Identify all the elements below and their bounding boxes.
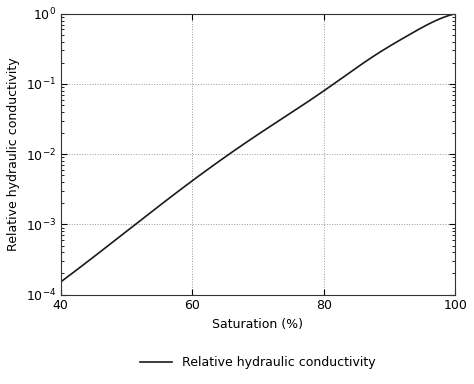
Y-axis label: Relative hydraulic conductivity: Relative hydraulic conductivity	[7, 57, 20, 251]
X-axis label: Saturation (%): Saturation (%)	[212, 318, 303, 331]
Legend: Relative hydraulic conductivity: Relative hydraulic conductivity	[136, 351, 380, 374]
